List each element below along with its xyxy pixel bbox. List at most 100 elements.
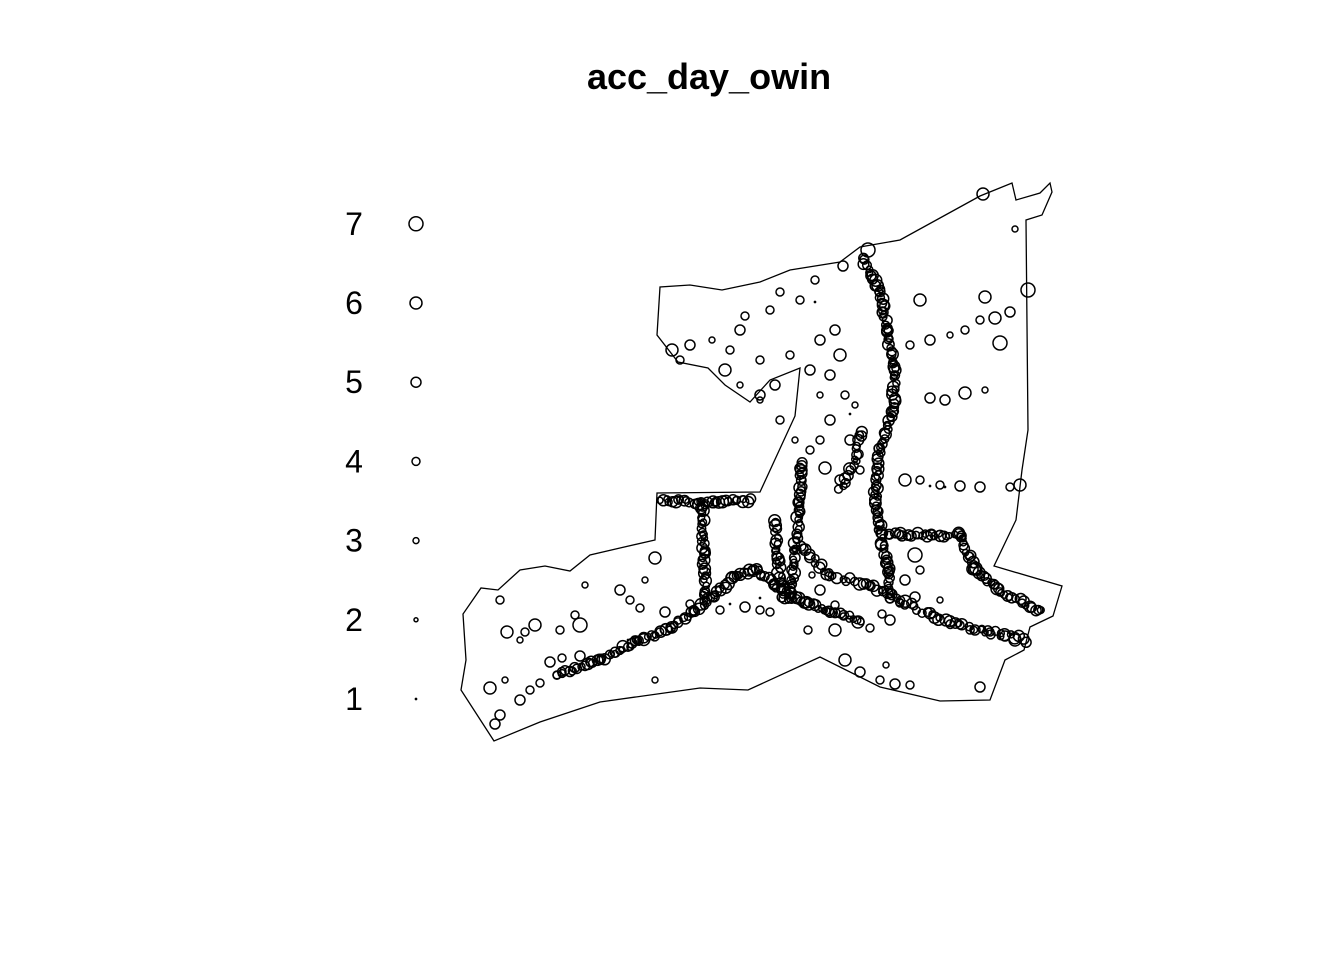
road-point-mark [873, 492, 883, 501]
point-mark [625, 595, 635, 605]
road-point-mark [949, 617, 962, 630]
legend-symbol [414, 697, 418, 701]
point-mark [954, 480, 966, 492]
road-point-mark [884, 530, 894, 540]
road-point-mark [793, 488, 806, 501]
legend-label: 7 [345, 206, 363, 242]
road-point-mark [849, 615, 858, 624]
point-mark [833, 348, 847, 362]
road-point-mark [824, 607, 836, 619]
point-mark [736, 381, 744, 389]
point-mark [626, 638, 630, 642]
point-mark [915, 475, 925, 485]
road-point-mark [888, 363, 902, 377]
road-point-mark [699, 547, 710, 559]
point-mark [755, 355, 765, 365]
point-mark [905, 340, 915, 350]
road-point-mark [874, 286, 886, 298]
point-mark [791, 436, 799, 444]
point-mark [981, 386, 989, 394]
road-point-mark [803, 551, 816, 564]
point-mark [939, 394, 951, 406]
point-mark [739, 601, 751, 613]
point-mark [884, 614, 896, 626]
road-point-mark [869, 273, 883, 287]
road-point-mark [697, 519, 706, 529]
point-mark [648, 551, 662, 565]
point-mark [895, 598, 905, 608]
road-point-mark [876, 528, 888, 540]
road-point-mark [681, 496, 690, 505]
point-mark [570, 610, 580, 620]
point-mark [775, 415, 785, 425]
road-point-mark [788, 580, 797, 590]
road-point-mark [911, 605, 922, 615]
point-mark [830, 600, 840, 610]
point-mark [500, 625, 514, 639]
point-mark [501, 676, 509, 684]
legend-label: 5 [345, 364, 363, 400]
point-mark [495, 595, 505, 605]
road-point-mark [657, 494, 670, 507]
road-point-mark [787, 536, 801, 550]
point-mark [915, 565, 925, 575]
legend-label: 6 [345, 285, 363, 321]
road-point-mark [857, 258, 870, 271]
point-mark [829, 324, 841, 336]
road-point-mark [637, 631, 650, 644]
road-point-mark [874, 292, 886, 303]
road-point-mark [958, 534, 967, 543]
road-point-mark [794, 462, 806, 475]
point-mark [844, 434, 856, 446]
point-mark [755, 605, 765, 615]
point-mark [875, 675, 885, 685]
road-point-mark [673, 615, 683, 625]
road-point-mark [790, 547, 799, 556]
road-point-mark [990, 579, 1000, 590]
road-point-mark [698, 590, 708, 600]
point-mark [855, 465, 865, 475]
road-point-mark [853, 616, 862, 625]
point-mark [936, 596, 944, 604]
road-point-mark [678, 494, 691, 507]
road-point-mark [876, 292, 890, 305]
point-mark [685, 599, 695, 609]
point-mark [913, 293, 927, 307]
point-marks [483, 187, 1045, 730]
point-mark [765, 607, 775, 617]
point-mark [837, 260, 849, 272]
road-point-mark [1033, 604, 1044, 616]
point-mark [974, 681, 986, 693]
point-mark [659, 606, 671, 618]
point-mark [969, 624, 981, 636]
road-point-mark [965, 625, 975, 635]
point-mark [815, 435, 825, 445]
point-mark [834, 474, 846, 486]
point-mark [818, 461, 832, 475]
road-point-mark [615, 645, 625, 656]
point-mark [516, 636, 524, 644]
point-mark [489, 718, 501, 730]
road-point-mark [787, 566, 802, 580]
road-point-mark [778, 591, 792, 605]
road-point-mark [799, 595, 813, 609]
chart-title: acc_day_owin [586, 56, 832, 97]
road-point-mark [808, 598, 819, 609]
point-mark [734, 324, 746, 336]
point-mark [641, 576, 649, 584]
road-point-mark [838, 609, 850, 621]
point-mark [985, 627, 995, 637]
road-point-mark [824, 571, 835, 582]
road-point-mark [942, 532, 951, 541]
legend-symbol [413, 617, 419, 623]
point-mark [810, 275, 820, 285]
point-mark [988, 311, 1002, 325]
point-mark [1005, 482, 1015, 492]
road-point-mark [700, 534, 709, 542]
road-point-mark [607, 650, 616, 658]
point-mark [960, 325, 970, 335]
road-point-mark [708, 590, 720, 603]
point-mark [978, 290, 992, 304]
point-mark [758, 596, 762, 600]
point-mark [907, 547, 923, 563]
